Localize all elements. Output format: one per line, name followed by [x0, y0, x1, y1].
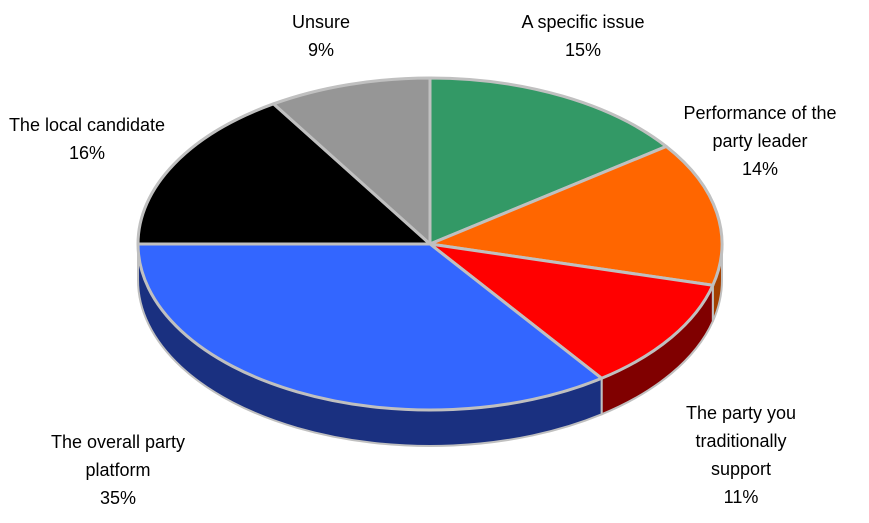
- slice-label-line: support: [711, 459, 771, 479]
- slice-value-the-overall-party-platform: 35%: [100, 488, 136, 508]
- slice-label-the-overall-party-platform: The overall party platform 35%: [51, 432, 185, 508]
- slice-label-line: Performance of the: [683, 103, 836, 123]
- slice-label-a-specific-issue: A specific issue 15%: [521, 12, 644, 60]
- pie-slice-unsure: [272, 76, 432, 246]
- slice-labels: A specific issue 15% Performance of the par…: [9, 12, 837, 508]
- pie-slice-a-specific-issue: [428, 76, 668, 246]
- slice-label-the-party-you-traditionally-support: The party you traditionally support 11%: [686, 403, 796, 507]
- slice-label-line: traditionally: [695, 431, 786, 451]
- slice-label-unsure: Unsure 9%: [292, 12, 350, 60]
- slice-label-line: The overall party: [51, 432, 185, 452]
- slice-label-line: platform: [85, 460, 150, 480]
- slice-label-performance-of-the-party-leader: Performance of the party leader 14%: [683, 103, 836, 179]
- pie-slice-the-overall-party-platform: [136, 242, 604, 412]
- slice-label-line: Unsure: [292, 12, 350, 32]
- slice-label-the-local-candidate: The local candidate 16%: [9, 115, 165, 163]
- slice-value-performance-of-the-party-leader: 14%: [742, 159, 778, 179]
- pie-slice-performance-of-the-party-leader: [428, 144, 724, 287]
- pie-slice-the-local-candidate: [136, 102, 432, 246]
- slice-value-a-specific-issue: 15%: [565, 40, 601, 60]
- pie-slices: [136, 76, 724, 412]
- slice-value-the-party-you-traditionally-support: 11%: [724, 487, 759, 507]
- slice-value-unsure: 9%: [308, 40, 334, 60]
- slice-label-line: The local candidate: [9, 115, 165, 135]
- pie-slice-the-party-you-traditionally-support: [428, 242, 715, 380]
- slice-label-line: A specific issue: [521, 12, 644, 32]
- slice-label-line: party leader: [712, 131, 807, 151]
- slice-label-line: The party you: [686, 403, 796, 423]
- slice-value-the-local-candidate: 16%: [69, 143, 105, 163]
